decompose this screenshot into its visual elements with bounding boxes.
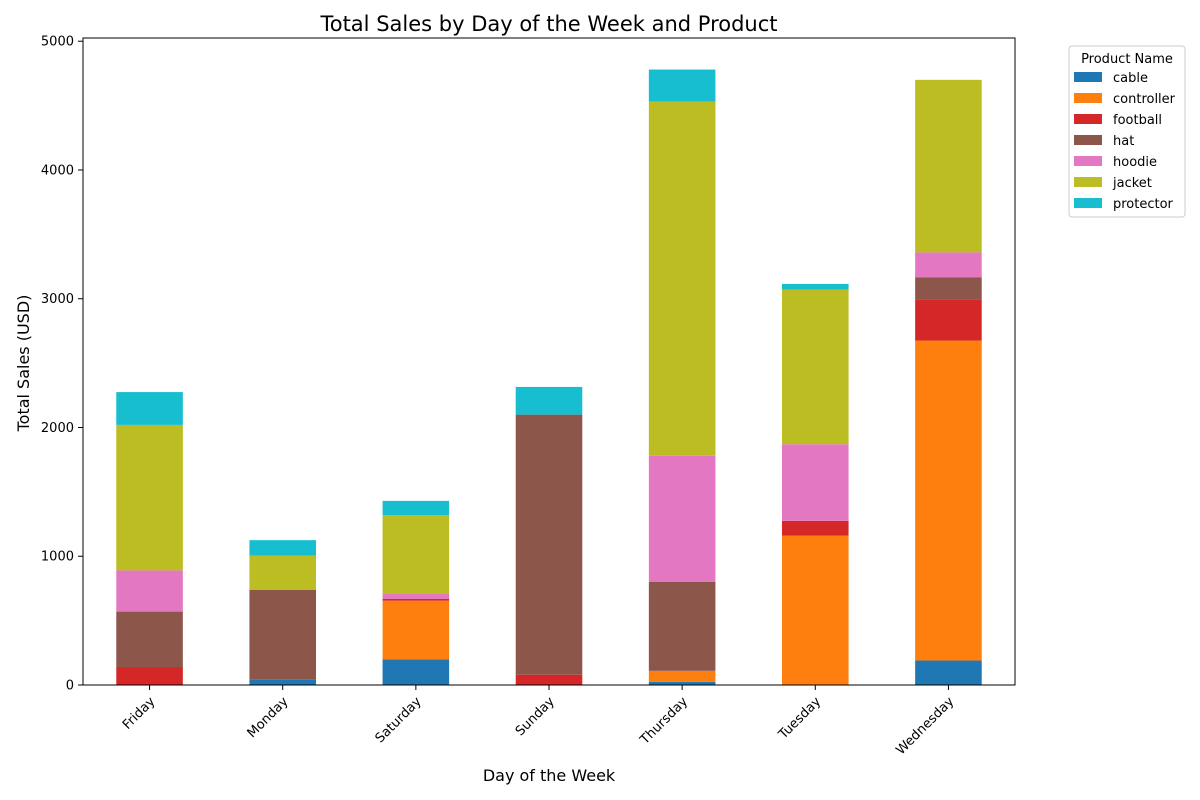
- bar-protector-monday: [249, 540, 316, 556]
- plot-area: Friday Monday Saturday Sunday Thursday Tuesda…: [41, 35, 1016, 758]
- bar-hoodie-friday: [116, 570, 183, 612]
- bar-protector-saturday: [382, 500, 450, 516]
- legend-entry-hat: hat: [1113, 134, 1134, 149]
- legend: Product Name cable controller football hat ho…: [1068, 45, 1186, 218]
- bar-protector-sunday: [515, 386, 583, 415]
- x-tick-label: Friday: [120, 694, 159, 733]
- legend-swatch-protector: [1074, 198, 1102, 208]
- chart-title: Total Sales by Day of the Week and Produ…: [319, 12, 777, 36]
- bar-hat-sunday: [515, 414, 583, 675]
- bar-hoodie-saturday: [382, 593, 450, 599]
- bar-hat-friday: [116, 611, 183, 667]
- bar-hoodie-tuesday: [782, 444, 849, 521]
- bar-controller-tuesday: [782, 535, 849, 685]
- legend-swatch-football: [1074, 114, 1102, 124]
- legend-box: [1068, 45, 1186, 218]
- x-tick-label: Monday: [245, 694, 292, 741]
- y-axis-label: Total Sales (USD): [14, 295, 33, 433]
- bar-jacket-tuesday: [782, 289, 849, 445]
- bar-hoodie-wednesday: [915, 252, 982, 278]
- bar-hat-wednesday: [915, 277, 982, 300]
- bar-football-friday: [116, 666, 183, 685]
- bar-football-tuesday: [782, 520, 849, 536]
- bar-hat-monday: [249, 589, 316, 680]
- x-tick-label: Sunday: [513, 694, 558, 739]
- legend-swatch-hat: [1074, 135, 1102, 145]
- legend-swatch-cable: [1074, 72, 1102, 82]
- bar-cable-thursday: [648, 681, 716, 685]
- bar-jacket-thursday: [648, 101, 716, 456]
- legend-entry-football: football: [1113, 113, 1162, 128]
- bar-controller-saturday: [382, 600, 450, 660]
- y-tick-label: 2000: [41, 421, 74, 436]
- bar-controller-wednesday: [915, 340, 982, 661]
- x-tick-label: Wednesday: [893, 694, 957, 758]
- bar-cable-monday: [249, 679, 316, 685]
- legend-entry-hoodie: hoodie: [1113, 155, 1157, 170]
- legend-entry-protector: protector: [1113, 197, 1174, 212]
- bar-jacket-wednesday: [915, 79, 982, 253]
- bar-cable-saturday: [382, 659, 450, 685]
- bar-jacket-monday: [249, 555, 316, 590]
- legend-swatch-hoodie: [1074, 156, 1102, 166]
- legend-title: Product Name: [1081, 52, 1173, 67]
- legend-swatch-controller: [1074, 93, 1102, 103]
- y-tick-label: 5000: [41, 35, 74, 50]
- bar-football-sunday: [515, 674, 583, 685]
- legend-entry-jacket: jacket: [1112, 176, 1152, 191]
- bar-controller-thursday: [648, 670, 716, 682]
- bar-jacket-saturday: [382, 515, 450, 594]
- bar-football-saturday: [382, 598, 450, 601]
- legend-entry-controller: controller: [1113, 92, 1176, 107]
- bar-football-wednesday: [915, 299, 982, 341]
- x-axis-label: Day of the Week: [483, 766, 616, 785]
- bar-hat-thursday: [648, 581, 716, 671]
- bar-cable-wednesday: [915, 660, 982, 685]
- x-tick-label: Tuesday: [775, 694, 824, 743]
- bar-jacket-friday: [116, 424, 183, 571]
- y-tick-label: 3000: [41, 292, 74, 307]
- bar-hoodie-thursday: [648, 455, 716, 582]
- y-tick-label: 4000: [41, 163, 74, 178]
- bar-protector-tuesday: [782, 283, 849, 290]
- x-tick-label: Saturday: [373, 694, 425, 746]
- y-tick-label: 0: [66, 679, 74, 694]
- y-tick-label: 1000: [41, 550, 74, 565]
- legend-entry-cable: cable: [1113, 71, 1148, 86]
- x-tick-label: Thursday: [637, 694, 691, 748]
- bar-protector-thursday: [648, 69, 716, 102]
- legend-swatch-jacket: [1074, 177, 1102, 187]
- axes-frame: [82, 37, 1016, 686]
- bar-protector-friday: [116, 392, 183, 425]
